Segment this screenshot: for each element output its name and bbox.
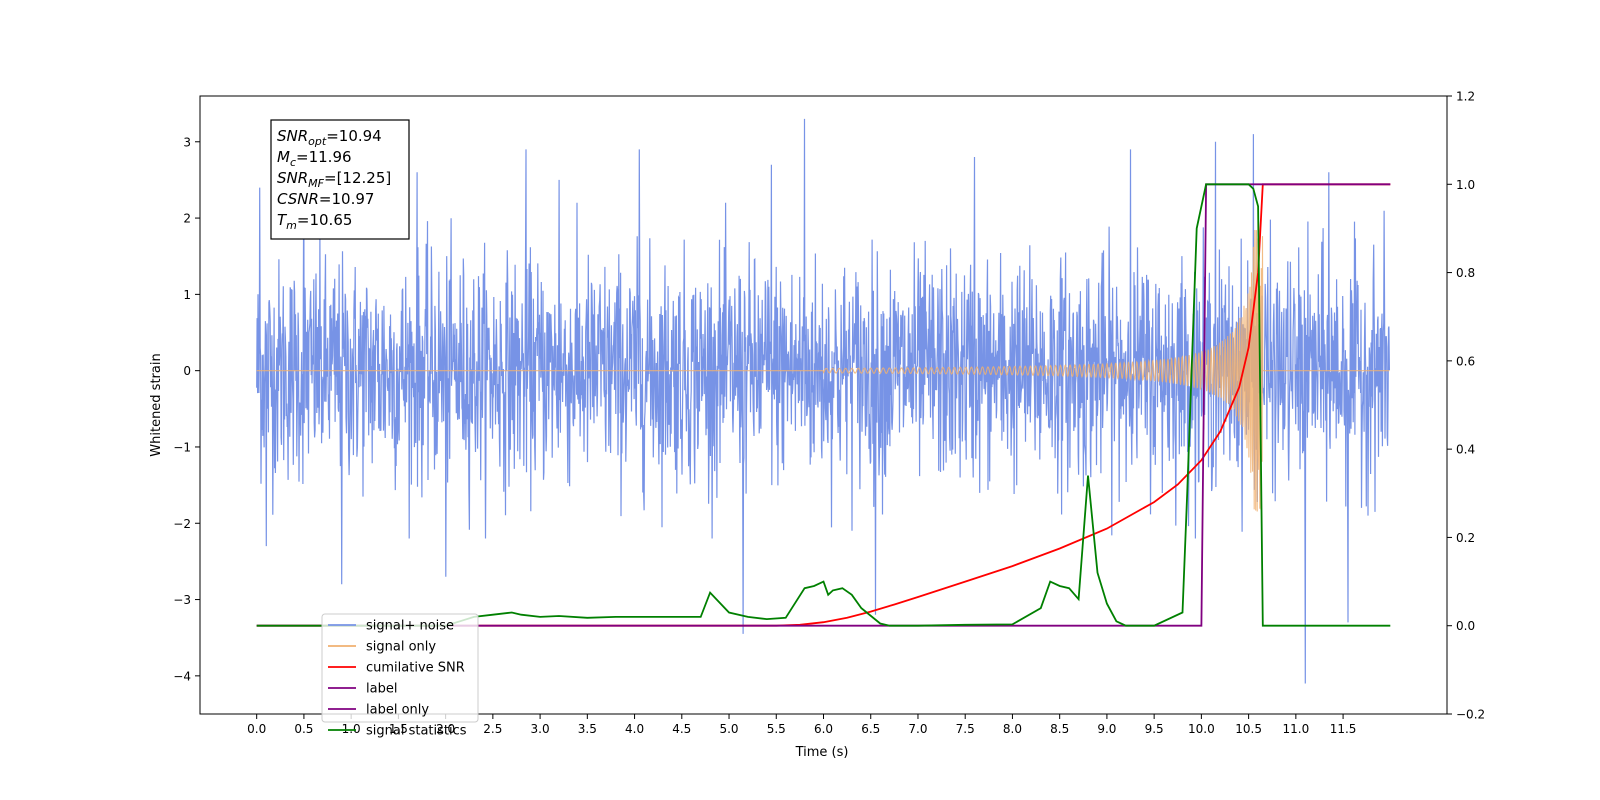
- x-tick-label: 1.5: [389, 722, 408, 736]
- annotation-line: CSNR=10.97: [277, 190, 374, 208]
- legend: signal+ noise signal only cumilative SNR la…: [321, 613, 479, 739]
- series-line-signal-statistics: [256, 183, 1391, 627]
- y-left-tick-label: 1: [183, 288, 191, 302]
- y-right-tick-label: 0.2: [1456, 531, 1475, 545]
- x-tick-label: 9.0: [1097, 722, 1116, 736]
- x-tick-label: 5.5: [767, 722, 786, 736]
- x-tick-label: 2.5: [483, 722, 502, 736]
- x-tick-label: 7.5: [956, 722, 975, 736]
- y-right-tick-label: 0.4: [1456, 443, 1475, 457]
- x-tick-label: 0.0: [247, 722, 266, 736]
- x-tick-label: 2.0: [436, 722, 455, 736]
- y-left-tick-label: 0: [183, 364, 191, 378]
- legend-entry-label: signal only: [366, 640, 436, 655]
- y-right-tick-label: −0.2: [1456, 708, 1485, 722]
- legend-entry-label: label: [366, 682, 397, 697]
- legend-entry-label: signal+ noise: [366, 619, 454, 634]
- y-left-tick-label: −1: [173, 440, 191, 454]
- y-right-tick-label: 1.2: [1456, 90, 1475, 104]
- x-tick-label: 3.5: [578, 722, 597, 736]
- y-axis-label-left: Whitened strain: [149, 353, 164, 456]
- y-axis-left: 3 2 1 0 −1 −2 −3 −4: [173, 135, 200, 683]
- series-line-cumilative-snr: [256, 183, 1391, 627]
- x-tick-label: 10.5: [1235, 722, 1262, 736]
- y-right-tick-label: 1.0: [1456, 178, 1475, 192]
- series-line-signal-only: [256, 229, 1390, 512]
- x-tick-label: 11.0: [1282, 722, 1309, 736]
- y-left-tick-label: 3: [183, 135, 191, 149]
- annotation-line: Mc=11.96: [277, 148, 352, 169]
- annotation-line: SNRopt=10.94: [277, 127, 382, 148]
- x-tick-label: 4.0: [625, 722, 644, 736]
- x-tick-label: 0.5: [294, 722, 313, 736]
- x-tick-label: 8.0: [1003, 722, 1022, 736]
- x-tick-label: 4.5: [672, 722, 691, 736]
- x-tick-label: 7.0: [908, 722, 927, 736]
- legend-entry-label: cumilative SNR: [366, 661, 465, 676]
- y-left-tick-label: 2: [183, 212, 191, 226]
- y-left-tick-label: −2: [173, 517, 191, 531]
- legend-frame: [321, 613, 479, 723]
- x-tick-label: 9.5: [1145, 722, 1164, 736]
- annotation-line: Tm=10.65: [277, 211, 352, 232]
- annotation-frame: [270, 119, 410, 240]
- x-tick-label: 8.5: [1050, 722, 1069, 736]
- y-right-tick-label: 0.8: [1456, 266, 1475, 280]
- legend-entry-label: label only: [366, 703, 429, 718]
- legend-entry-label: signal statistics: [366, 724, 467, 739]
- y-left-tick-label: −4: [173, 669, 191, 683]
- series-line-label: [256, 183, 1391, 627]
- x-tick-label: 6.5: [861, 722, 880, 736]
- x-tick-label: 10.0: [1188, 722, 1215, 736]
- x-tick-label: 5.0: [719, 722, 738, 736]
- x-tick-label: 11.5: [1330, 722, 1357, 736]
- x-axis: 0.0 0.5 1.0 1.5 2.0 2.5 3.0 3.5 4.0 4.5 5.0 5.5 6.0 6…: [247, 714, 1356, 736]
- annotation-line: SNRMF=[12.25]: [277, 169, 391, 190]
- x-tick-label: 1.0: [342, 722, 361, 736]
- y-left-tick-label: −3: [173, 593, 191, 607]
- metrics-annotation-box: SNRopt=10.94Mc=11.96SNRMF=[12.25]CSNR=10…: [270, 119, 410, 240]
- x-axis-label: Time (s): [795, 745, 849, 760]
- y-right-tick-label: 0.0: [1456, 619, 1475, 633]
- series-layer: [256, 118, 1391, 684]
- x-tick-label: 3.0: [531, 722, 550, 736]
- y-right-tick-label: 0.6: [1456, 354, 1475, 368]
- y-axis-right: 1.2 1.0 0.8 0.6 0.4 0.2 0.0 −0.2: [1447, 90, 1485, 722]
- x-tick-label: 6.0: [814, 722, 833, 736]
